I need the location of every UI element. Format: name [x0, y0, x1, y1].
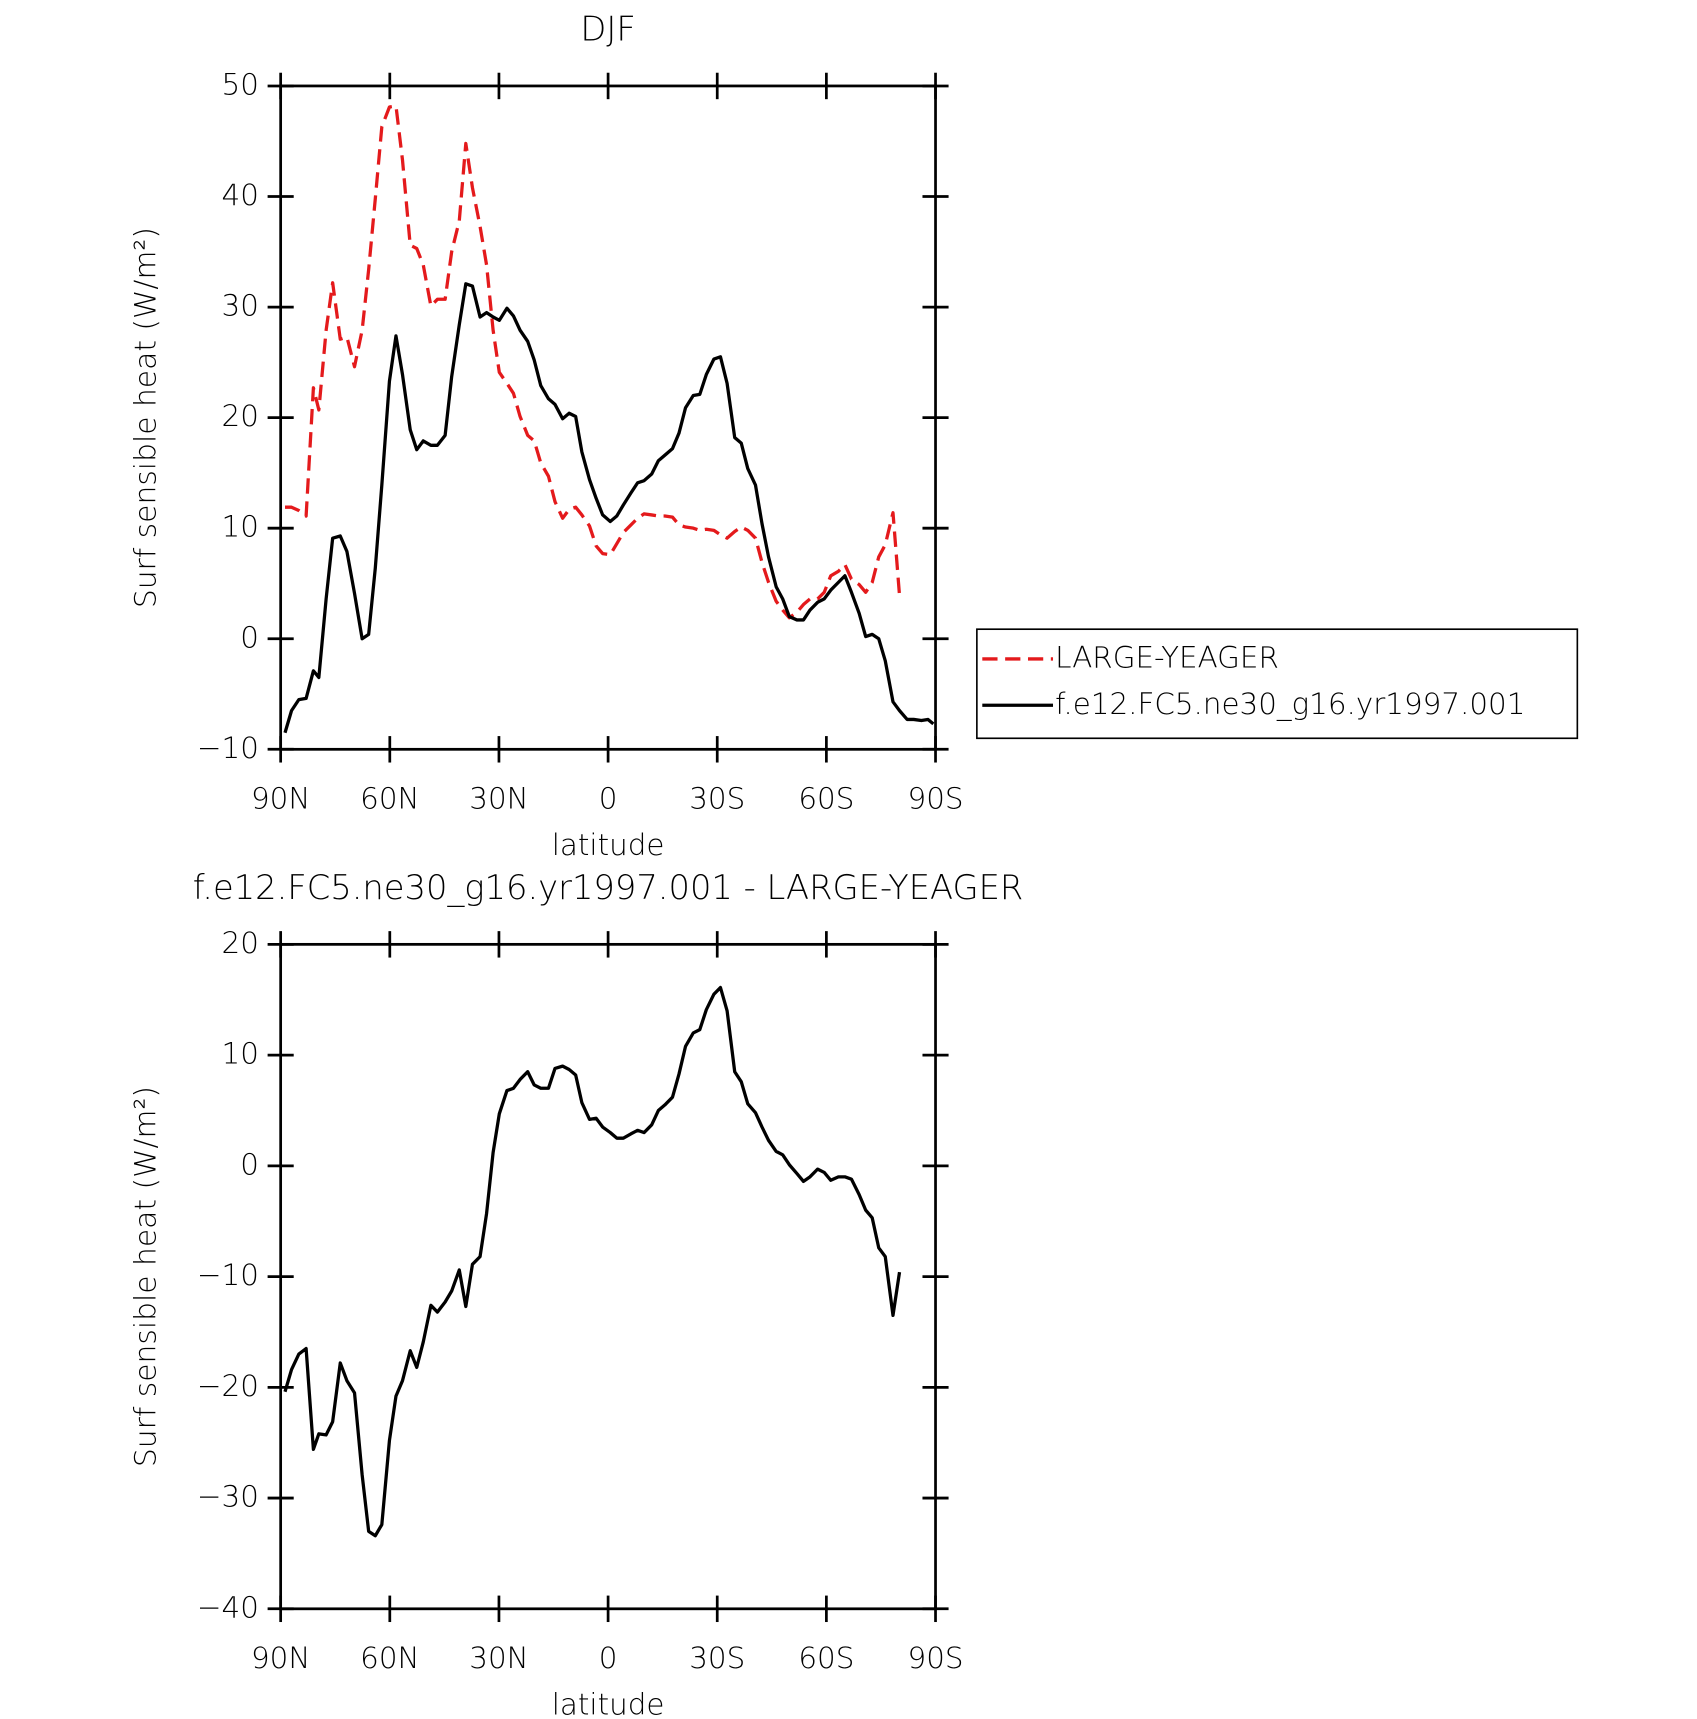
- y-tick-label: 40: [222, 178, 259, 212]
- x-tick-label: 90N: [251, 1641, 310, 1675]
- y-tick-label: 0: [240, 1147, 259, 1181]
- legend-label: f.e12.FC5.ne30_g16.yr1997.001: [1055, 687, 1525, 722]
- legend-label: LARGE-YEAGER: [1055, 640, 1279, 674]
- x-tick-label: 30S: [689, 781, 745, 815]
- y-tick-label: 20: [222, 399, 259, 433]
- y-tick-label: −30: [197, 1479, 259, 1513]
- legend-box: [976, 628, 1579, 740]
- x-tick-label: 30N: [469, 781, 528, 815]
- data-line: [283, 282, 935, 734]
- y-tick-label: 30: [222, 288, 259, 322]
- y-tick-label: −10: [197, 731, 259, 765]
- x-tick-label: 60S: [798, 781, 854, 815]
- x-tick-label: 0: [599, 1641, 618, 1675]
- chart-title: DJF: [580, 9, 635, 49]
- x-tick-label: 0: [599, 781, 618, 815]
- x-axis-label: latitude: [552, 828, 665, 862]
- y-axis-label: Surf sensible heat (W/m²): [128, 227, 162, 608]
- x-tick-label: 60N: [360, 1641, 419, 1675]
- y-tick-label: 10: [222, 510, 259, 544]
- y-tick-label: −20: [197, 1369, 259, 1403]
- y-tick-label: 10: [222, 1036, 259, 1070]
- x-tick-label: 30N: [469, 1641, 528, 1675]
- x-tick-label: 60N: [360, 781, 419, 815]
- y-tick-label: −10: [197, 1258, 259, 1292]
- y-tick-label: −40: [197, 1590, 259, 1624]
- y-tick-label: 0: [240, 620, 259, 654]
- x-tick-label: 30S: [689, 1641, 745, 1675]
- x-tick-label: 90N: [251, 781, 310, 815]
- y-tick-label: 20: [222, 926, 259, 960]
- x-axis-label: latitude: [552, 1687, 665, 1719]
- plot-frame: [279, 84, 937, 751]
- plot-frame: [279, 942, 937, 1611]
- data-line: [283, 985, 902, 1538]
- y-tick-label: 50: [222, 67, 259, 101]
- data-line: [285, 104, 902, 620]
- x-tick-label: 90S: [908, 1641, 964, 1675]
- chart-title: f.e12.FC5.ne30_g16.yr1997.001 - LARGE-YE…: [193, 868, 1024, 908]
- x-tick-label: 90S: [908, 781, 964, 815]
- y-axis-label: Surf sensible heat (W/m²): [128, 1086, 162, 1467]
- x-tick-label: 60S: [798, 1641, 854, 1675]
